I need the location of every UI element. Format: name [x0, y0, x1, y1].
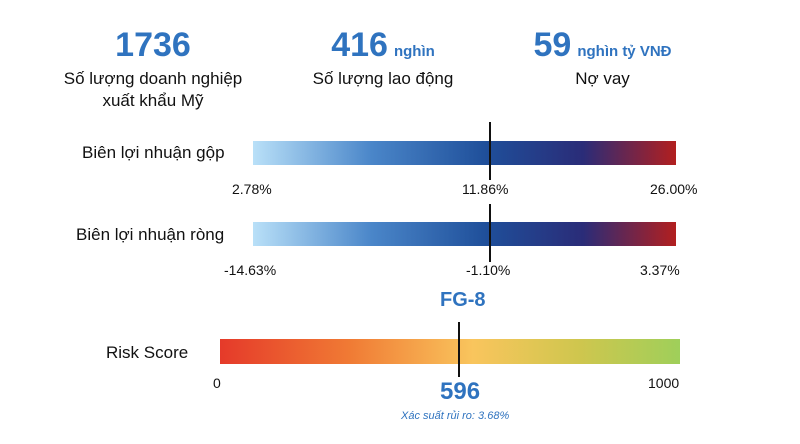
- stat-workers: 416 nghìn Số lượng lao động: [288, 28, 478, 90]
- stat-debt: 59 nghìn tỷ VNĐ Nợ vay: [500, 28, 705, 90]
- gross-margin-max-label: 26.00%: [650, 181, 698, 197]
- stat-enterprises-value: 1736: [48, 28, 258, 62]
- stat-enterprises-label-line1: Số lượng doanh nghiệp: [63, 69, 243, 88]
- stat-workers-number: 416: [331, 26, 388, 64]
- risk-score-marker: [458, 322, 461, 377]
- stat-enterprises-label-line2: xuất khẩu Mỹ: [102, 91, 204, 110]
- stat-debt-label: Nợ vay: [575, 69, 630, 88]
- stat-debt-unit: nghìn tỷ VNĐ: [577, 43, 672, 60]
- net-margin-bar: [253, 222, 676, 246]
- gross-margin-marker: [488, 122, 491, 180]
- stat-workers-unit: nghìn: [393, 43, 435, 60]
- gross-margin-label: Biên lợi nhuận gộp: [82, 143, 225, 162]
- risk-rating: FG-8: [440, 289, 486, 311]
- net-margin-min-label: -14.63%: [224, 262, 277, 278]
- risk-score-min-label: 0: [213, 375, 221, 391]
- stat-debt-number: 59: [533, 26, 572, 64]
- stat-workers-label: Số lượng lao động: [312, 69, 454, 88]
- gross-margin-bar: [253, 141, 676, 165]
- gross-margin-min-label: 2.78%: [232, 181, 272, 197]
- net-margin-max-label: 3.37%: [640, 262, 680, 278]
- stat-enterprises-number: 1736: [115, 26, 191, 64]
- stat-workers-value: 416 nghìn: [288, 28, 478, 62]
- risk-score-bar: [220, 339, 680, 364]
- risk-probability: Xác suất rủi ro: 3.68%: [401, 410, 510, 422]
- gross-margin-marker-label: 11.86%: [462, 181, 509, 197]
- stat-debt-value: 59 nghìn tỷ VNĐ: [500, 28, 705, 62]
- net-margin-label: Biên lợi nhuận ròng: [76, 225, 225, 244]
- risk-score-max-label: 1000: [648, 375, 680, 391]
- net-margin-marker-label: -1.10%: [466, 262, 511, 278]
- stat-enterprises: 1736 Số lượng doanh nghiệp xuất khẩu Mỹ: [48, 28, 258, 112]
- risk-score-value: 596: [440, 378, 481, 405]
- risk-score-label: Risk Score: [106, 343, 189, 362]
- net-margin-marker: [488, 204, 491, 262]
